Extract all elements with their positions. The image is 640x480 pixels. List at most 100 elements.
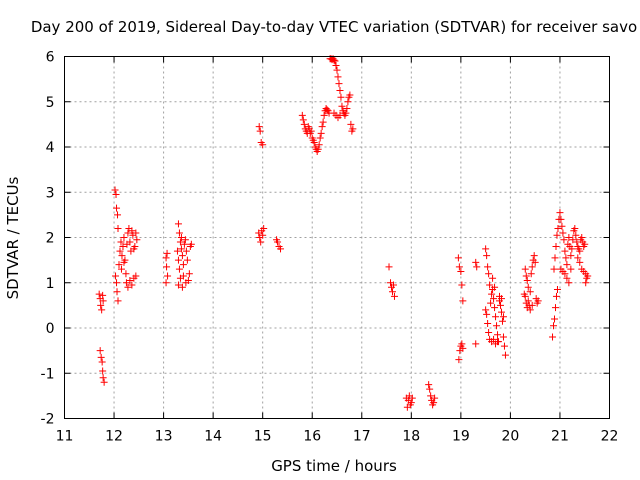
data-point	[581, 240, 589, 248]
data-point	[97, 301, 105, 309]
y-tick-label: 1	[46, 276, 55, 292]
data-point	[112, 191, 120, 199]
data-point	[497, 308, 505, 316]
data-point	[385, 263, 393, 271]
data-point	[99, 367, 107, 375]
data-point	[117, 265, 125, 273]
data-point	[526, 288, 534, 296]
data-point	[174, 256, 182, 264]
data-point	[490, 295, 498, 303]
data-point	[124, 229, 132, 237]
data-point	[128, 281, 136, 289]
data-point	[500, 342, 508, 350]
data-point	[520, 290, 528, 298]
data-point	[98, 306, 106, 314]
data-points	[95, 55, 592, 411]
data-point	[320, 111, 328, 119]
data-point	[490, 335, 498, 343]
data-point	[113, 279, 121, 287]
data-point	[408, 394, 416, 402]
data-point	[256, 127, 264, 135]
data-point	[550, 265, 558, 273]
data-point	[112, 272, 120, 280]
data-point	[175, 265, 183, 273]
x-tick-label: 13	[155, 429, 173, 445]
x-tick-label: 18	[402, 429, 420, 445]
data-point	[126, 276, 134, 284]
data-point	[584, 272, 592, 280]
data-point	[96, 347, 104, 355]
data-point	[473, 263, 481, 271]
data-point	[310, 138, 318, 146]
data-point	[501, 351, 509, 359]
data-point	[494, 338, 502, 346]
data-point	[498, 317, 506, 325]
data-point	[493, 322, 501, 330]
data-point	[528, 301, 536, 309]
y-tick-label: 3	[46, 185, 55, 201]
data-point	[485, 329, 493, 337]
x-tick-label: 22	[601, 429, 619, 445]
data-point	[574, 254, 582, 262]
data-point	[482, 245, 490, 253]
x-tick-label: 14	[204, 429, 222, 445]
data-point	[114, 211, 122, 219]
data-point	[114, 224, 122, 232]
data-point	[550, 322, 558, 330]
data-point	[491, 283, 499, 291]
data-point	[549, 333, 557, 341]
data-point	[315, 141, 323, 149]
data-point	[576, 258, 584, 266]
data-point	[126, 238, 134, 246]
data-point	[180, 240, 188, 248]
data-point	[182, 279, 190, 287]
data-point	[454, 254, 462, 262]
data-point	[455, 263, 463, 271]
x-tick-label: 21	[551, 429, 569, 445]
data-point	[344, 98, 352, 106]
x-tick-label: 15	[254, 429, 272, 445]
data-point	[346, 91, 354, 99]
data-point	[99, 374, 107, 382]
data-point	[492, 313, 500, 321]
data-point	[128, 227, 136, 235]
data-point	[580, 267, 588, 275]
data-point	[319, 118, 327, 126]
data-point	[113, 204, 121, 212]
y-tick-label: -2	[41, 412, 55, 428]
data-point	[556, 209, 564, 217]
data-point	[299, 116, 307, 124]
data-point	[300, 120, 308, 128]
data-point	[163, 249, 171, 257]
data-point	[277, 245, 285, 253]
data-point	[187, 240, 195, 248]
data-point	[338, 102, 346, 110]
data-point	[122, 270, 130, 278]
data-point	[521, 265, 529, 273]
data-point	[560, 236, 568, 244]
x-tick-label: 17	[353, 429, 371, 445]
data-point	[552, 292, 560, 300]
data-point	[431, 394, 439, 402]
data-point	[331, 57, 339, 65]
data-point	[133, 236, 141, 244]
data-point	[534, 297, 542, 305]
data-point	[337, 93, 345, 101]
data-point	[557, 215, 565, 223]
data-point	[181, 236, 189, 244]
y-tick-label: 4	[46, 140, 55, 156]
data-point	[117, 238, 125, 246]
data-point	[567, 252, 575, 260]
y-axis-label: SDTVAR / TECUs	[4, 176, 22, 299]
data-point	[164, 272, 172, 280]
data-point	[499, 333, 507, 341]
data-point	[559, 229, 567, 237]
data-point	[260, 224, 268, 232]
data-point	[98, 358, 106, 366]
data-point	[485, 270, 493, 278]
data-point	[95, 290, 103, 298]
data-point	[178, 252, 186, 260]
data-point	[274, 238, 282, 246]
data-point	[132, 229, 140, 237]
